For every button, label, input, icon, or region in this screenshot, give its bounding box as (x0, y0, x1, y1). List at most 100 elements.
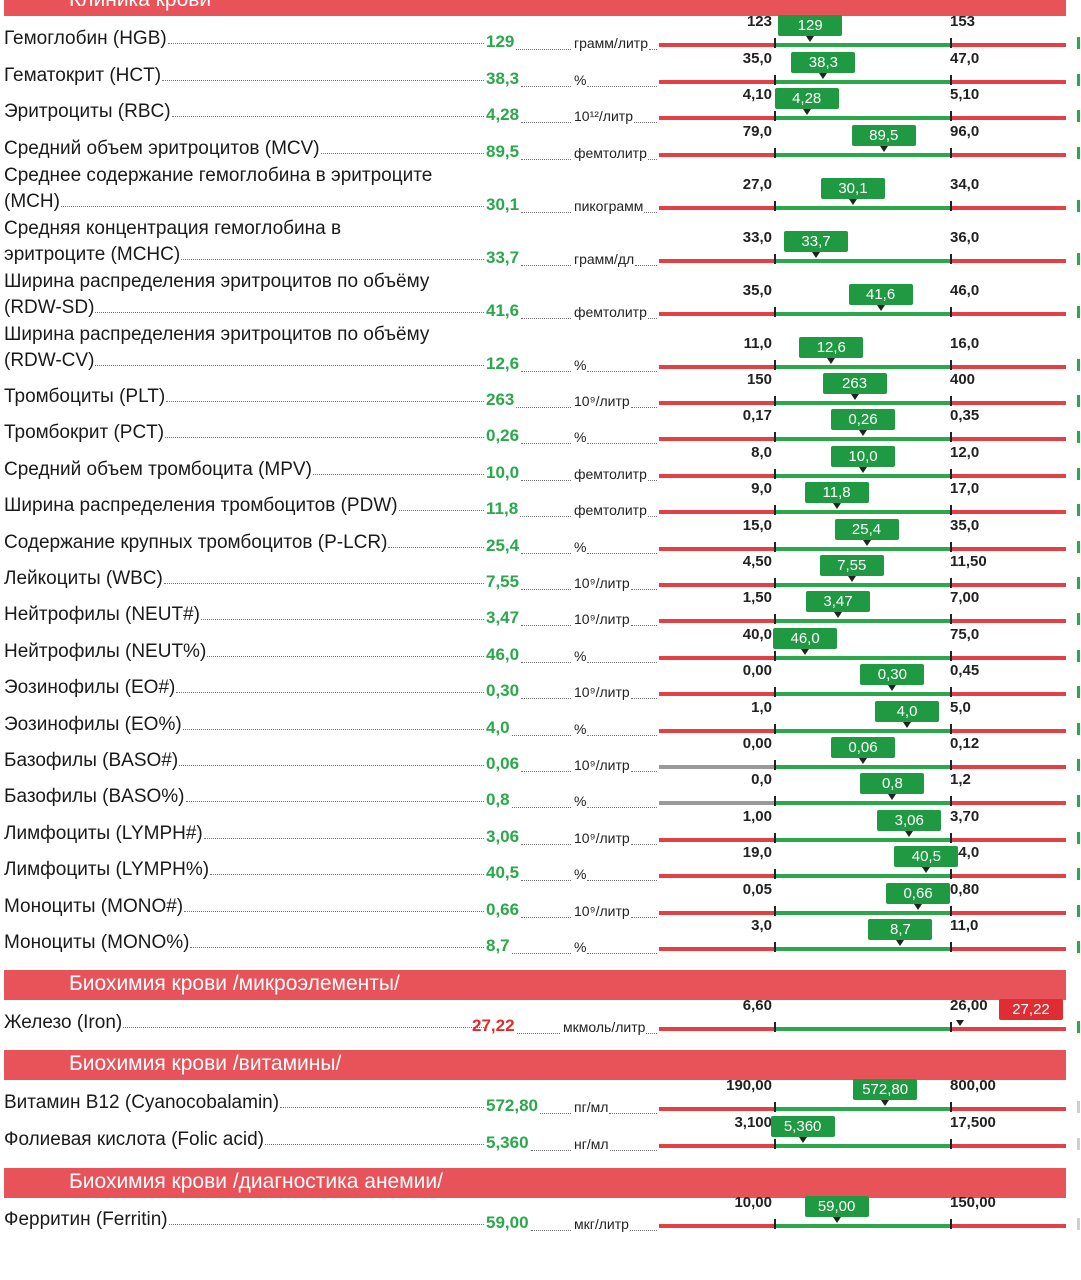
range-tick (950, 1139, 952, 1149)
range-low-label: 9,0 (751, 480, 772, 497)
result-pointer (888, 794, 897, 800)
leader-dots (388, 546, 484, 548)
normal-range-segment (775, 874, 951, 878)
normal-range-segment (775, 43, 951, 47)
range-high-label: 0,12 (950, 735, 980, 752)
range-tick (774, 307, 776, 317)
result-value: 3,47 (486, 608, 520, 627)
result-marker-badge: 89,5 (851, 125, 916, 146)
test-name-text: (RDW-SD) (4, 297, 95, 318)
test-name-text: эритроците (MCHC) (4, 244, 181, 265)
range-tick (774, 760, 776, 770)
result-marker-badge: 263 (822, 373, 887, 394)
leader-dots (635, 264, 657, 266)
test-name: Гематокрит (HCT) (4, 63, 484, 89)
row-edge-marker (1077, 650, 1080, 662)
row-edge-marker (1077, 577, 1080, 589)
range-high-label: 11,50 (950, 553, 987, 570)
leader-dots (320, 152, 484, 154)
result-pointer (879, 146, 888, 152)
unit-label: % (574, 72, 587, 88)
result-marker-badge: 0,30 (860, 664, 925, 685)
leader-dots (521, 661, 571, 663)
range-tick (774, 724, 776, 734)
test-name-line: Лимфоциты (LYMPH#) (4, 821, 484, 847)
row-edge-marker (1077, 941, 1080, 953)
unit-label: грамм/литр (574, 35, 649, 51)
result-marker-badge: 40,5 (894, 846, 959, 867)
result-marker-badge: 25,4 (834, 519, 899, 540)
test-name-line: Средний объем тромбоцита (MPV) (4, 457, 484, 483)
test-name-text: Лейкоциты (WBC) (4, 568, 163, 589)
range-tick (774, 396, 776, 406)
result-pointer (859, 467, 867, 473)
range-tick (774, 75, 776, 85)
result-marker-badge: 3,47 (806, 591, 870, 612)
section-title: Биохимия крови /диагностика анемии/ (69, 1170, 443, 1193)
unit-label: % (574, 721, 587, 737)
test-name-text: Лимфоциты (LYMPH#) (4, 823, 203, 844)
range-low-label: 150 (746, 371, 772, 388)
leader-dots (165, 436, 484, 438)
range-tick (950, 38, 952, 48)
range-tick (950, 542, 952, 552)
test-name-line: Фолиевая кислота (Folic acid) (4, 1127, 484, 1153)
test-name-text: Гемоглобин (HGB) (4, 28, 167, 49)
test-name: Нейтрофилы (NEUT%) (4, 639, 484, 665)
leader-dots (511, 952, 571, 954)
range-tick (774, 942, 776, 952)
range-bar-low-segment (659, 765, 775, 769)
unit-label: грамм/дл (574, 251, 635, 267)
normal-range-segment (775, 259, 951, 263)
range-low-label: 1,50 (742, 589, 772, 606)
result-value: 41,6 (486, 301, 520, 320)
range-tick (774, 505, 776, 515)
row-edge-marker (1077, 1101, 1080, 1113)
leader-dots (521, 879, 571, 881)
test-name-text: Эритроциты (RBC) (4, 101, 171, 122)
leader-dots (647, 479, 657, 481)
leader-dots (516, 1032, 560, 1034)
test-name: Моноциты (MONO%) (4, 930, 484, 956)
range-tick (774, 614, 776, 624)
leader-dots (521, 121, 571, 123)
leader-dots (630, 697, 657, 699)
leader-dots (587, 370, 657, 372)
normal-range-segment (775, 547, 951, 551)
leader-dots (60, 205, 484, 207)
leader-dots (530, 1149, 571, 1151)
result-pointer (801, 649, 810, 655)
leader-dots (190, 946, 484, 948)
range-low-label: 4,10 (742, 86, 772, 103)
leader-dots (200, 618, 484, 620)
row-edge-marker (1077, 1218, 1080, 1230)
range-high-label: 11,0 (950, 917, 979, 934)
leader-dots (521, 85, 571, 87)
row-edge-marker (1077, 110, 1080, 122)
range-tick (774, 360, 776, 370)
result-marker-badge: 27,22 (999, 999, 1063, 1020)
test-name: Базофилы (BASO#) (4, 748, 484, 774)
leader-dots (521, 843, 571, 845)
result-marker-badge: 46,0 (773, 628, 838, 649)
range-high-label: 17,500 (950, 1114, 996, 1131)
unit-label: 10⁹/литр (574, 903, 630, 919)
result-pointer (832, 1217, 841, 1223)
leader-dots (521, 552, 571, 554)
range-high-label: 46,0 (950, 282, 980, 299)
leader-dots (644, 211, 657, 213)
unit-label: 10⁹/литр (574, 757, 630, 773)
row-edge-marker (1077, 200, 1080, 212)
range-tick (950, 148, 952, 158)
leader-dots (630, 588, 657, 590)
range-low-label: 0,0 (751, 771, 772, 788)
leader-dots (184, 910, 484, 912)
range-high-label: 26,00 (950, 997, 988, 1014)
result-value: 0,06 (486, 754, 520, 773)
range-low-label: 19,0 (742, 844, 772, 861)
test-name: Среднее содержание гемоглобина в эритроц… (4, 163, 484, 215)
result-value: 38,3 (486, 69, 520, 88)
row-edge-marker (1077, 613, 1080, 625)
range-tick (950, 1022, 952, 1032)
range-tick (950, 942, 952, 952)
